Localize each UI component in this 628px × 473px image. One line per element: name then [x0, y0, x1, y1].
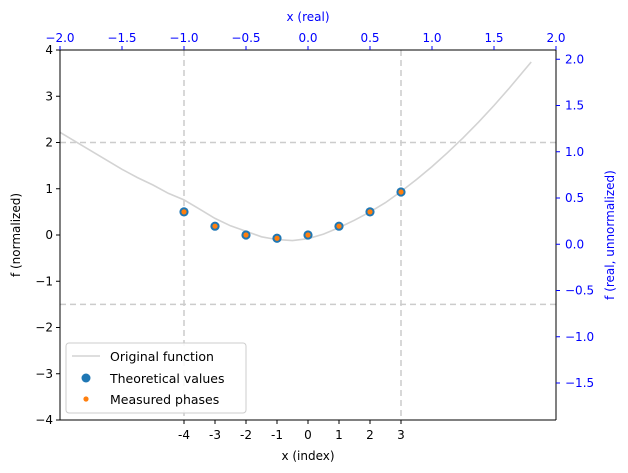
right-tick-label-5: 1.0 [565, 145, 584, 159]
bottom-tick-label-5: 1 [335, 428, 343, 442]
y-axis-label-left: f (normalized) [9, 193, 23, 277]
right-tick-label-3: 0.0 [565, 237, 584, 251]
top-tick-label-5: 0.5 [360, 31, 379, 45]
bottom-tick-label-4: 0 [304, 428, 312, 442]
left-tick-label-3: −1 [35, 274, 53, 288]
right-tick-label-1: −1.0 [565, 330, 594, 344]
x-axis-label-bottom: x (index) [281, 449, 334, 463]
bottom-tick-label-6: 2 [366, 428, 374, 442]
x-axis-label-top: x (real) [286, 10, 329, 24]
series-layer [59, 61, 532, 243]
left-tick-label-1: −3 [35, 367, 53, 381]
bottom-tick-label-7: 3 [397, 428, 405, 442]
measured-point-6 [367, 209, 373, 215]
top-tick-label-4: 0.0 [298, 31, 317, 45]
top-tick-label-2: −1.0 [169, 31, 198, 45]
left-tick-label-5: 1 [45, 182, 53, 196]
legend-marker-theoretical [81, 373, 91, 383]
left-tick-label-6: 2 [45, 136, 53, 150]
right-tick-label-6: 1.5 [565, 99, 584, 113]
right-tick-label-4: 0.5 [565, 191, 584, 205]
measured-point-1 [212, 223, 218, 229]
right-tick-label-0: −1.5 [565, 376, 594, 390]
bottom-tick-label-1: -3 [209, 428, 221, 442]
left-tick-label-4: 0 [45, 228, 53, 242]
legend-marker-measured [83, 396, 89, 402]
bottom-tick-label-3: -1 [271, 428, 283, 442]
bottom-tick-label-0: -4 [178, 428, 190, 442]
bottom-tick-label-2: -2 [240, 428, 252, 442]
y-axis-label-right: f (real, unnormalized) [603, 170, 617, 300]
top-tick-label-7: 1.5 [484, 31, 503, 45]
left-tick-label-0: −4 [35, 413, 53, 427]
original-function-line [59, 61, 532, 242]
top-tick-label-0: −2.0 [45, 31, 74, 45]
top-tick-label-3: −0.5 [231, 31, 260, 45]
left-tick-label-7: 3 [45, 89, 53, 103]
legend-label-original: Original function [110, 349, 214, 364]
measured-point-0 [181, 209, 187, 215]
measured-point-4 [305, 232, 311, 238]
measured-point-2 [243, 232, 249, 238]
measured-point-3 [274, 235, 280, 241]
legend-box [65, 342, 247, 414]
measured-point-7 [398, 189, 404, 195]
top-tick-label-8: 2.0 [546, 31, 565, 45]
legend-label-measured: Measured phases [110, 392, 219, 407]
measured-point-5 [336, 223, 342, 229]
right-tick-label-2: −0.5 [565, 284, 594, 298]
left-tick-label-8: 4 [45, 43, 53, 57]
legend-label-theoretical: Theoretical values [109, 371, 224, 386]
tick-layer: −4 −3 −2 −1 0 1 2 3 4 −1.5 −1.0 −0.5 0.0 0.5 1.0 1.5 2.0… [35, 31, 594, 442]
right-tick-label-7: 2.0 [565, 52, 584, 66]
legend: Original function Theoretical values Mea… [65, 342, 247, 414]
reference-lines [60, 50, 556, 420]
top-tick-label-1: −1.5 [107, 31, 136, 45]
top-tick-label-6: 1.0 [422, 31, 441, 45]
left-tick-label-2: −2 [35, 321, 53, 335]
